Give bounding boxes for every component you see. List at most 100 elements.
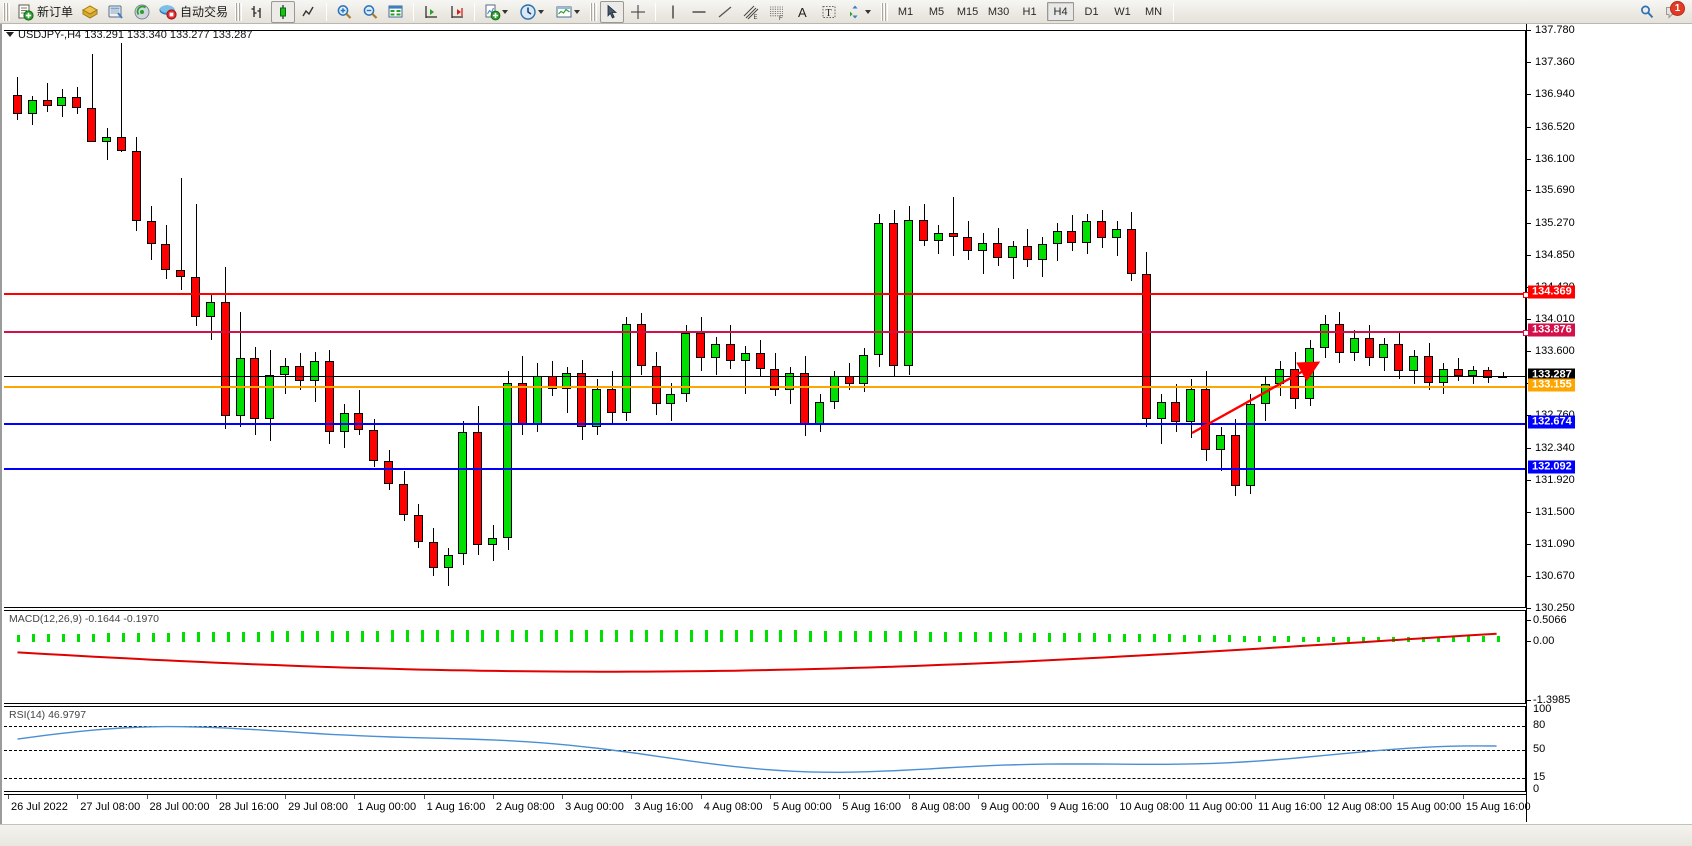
macd-histogram-bar: [869, 630, 872, 643]
macd-histogram-bar: [735, 630, 738, 643]
timeframe-h4-button[interactable]: H4: [1047, 2, 1075, 21]
cursor-button[interactable]: [600, 0, 625, 23]
toolbar-grip[interactable]: [3, 2, 10, 21]
timeframe-m1-button[interactable]: M1: [897, 5, 914, 18]
shift-start-button[interactable]: [419, 1, 443, 23]
indicators-dropdown-caret[interactable]: [502, 9, 509, 14]
candle-bullish: [1112, 229, 1122, 239]
macd-histogram-bar: [570, 629, 573, 643]
candle-bearish: [548, 376, 558, 389]
macd-histogram-bar: [271, 631, 274, 643]
candle-bearish: [399, 483, 409, 515]
macd-tick-label: -1.3985: [1533, 694, 1571, 706]
bar-chart-icon: [248, 3, 266, 21]
vline-button[interactable]: [661, 1, 685, 23]
macd-histogram-bar: [137, 632, 140, 643]
label-button[interactable]: T: [817, 1, 841, 23]
price-line-support-1[interactable]: [4, 422, 1525, 425]
candle-bearish: [1335, 324, 1345, 354]
price-scale[interactable]: 137.780 137.360 136.940 136.520 136.100 135.6…: [1526, 24, 1692, 822]
signals-button[interactable]: [130, 1, 154, 23]
objects-dropdown-caret[interactable]: [865, 9, 872, 14]
terminal-button[interactable]: [104, 1, 128, 23]
price-pane[interactable]: [4, 30, 1529, 608]
candle-bearish: [993, 242, 1003, 259]
candle-bullish: [1468, 370, 1478, 376]
macd-histogram-bar: [1302, 636, 1305, 643]
bar-chart-button[interactable]: [245, 1, 269, 23]
timeframe-h1-button[interactable]: H1: [1022, 5, 1037, 18]
hline-button[interactable]: [687, 1, 711, 23]
period-dropdown-caret[interactable]: [538, 9, 545, 14]
equidistant-channel-button[interactable]: E: [739, 1, 763, 23]
objects-button[interactable]: [843, 1, 877, 23]
zoom-in-button[interactable]: [332, 1, 356, 23]
timeframe-m30-button[interactable]: M30: [987, 5, 1010, 18]
crosshair-button[interactable]: [626, 1, 650, 23]
time-tick-label: 26 Jul 2022: [11, 801, 68, 813]
price-line-resistance-1[interactable]: [4, 291, 1529, 298]
price-line-pivot[interactable]: [4, 386, 1525, 388]
price-line-support-2[interactable]: [4, 467, 1525, 470]
notification-button[interactable]: 1: [1661, 0, 1685, 23]
candle-bullish: [28, 100, 38, 114]
time-tick: [146, 795, 148, 799]
macd-histogram-bar: [1033, 632, 1036, 643]
timeframe-d1-button[interactable]: D1: [1084, 5, 1099, 18]
zoom-out-button[interactable]: [358, 1, 382, 23]
wallet-button[interactable]: [78, 1, 102, 23]
trendline-button[interactable]: [713, 1, 737, 23]
candlestick-button[interactable]: [271, 0, 296, 23]
draw-tools-grip[interactable]: [590, 2, 598, 21]
timeframe-mn-button[interactable]: MN: [1144, 5, 1163, 18]
price-tick: [1527, 319, 1531, 321]
new-order-button[interactable]: 新订单: [13, 1, 76, 23]
price-line-resistance-2[interactable]: [4, 329, 1529, 336]
candle-bullish: [785, 373, 795, 391]
macd-histogram-bar: [316, 631, 319, 643]
timeframe-m5-button[interactable]: M5: [928, 5, 945, 18]
data-window-button[interactable]: [384, 1, 408, 23]
text-button[interactable]: A: [791, 1, 815, 23]
text-icon: A: [794, 3, 812, 21]
time-axis[interactable]: 26 Jul 2022 27 Jul 08:00 28 Jul 00:00 28 Ju…: [4, 794, 1531, 820]
auto-trading-button[interactable]: 自动交易: [156, 1, 231, 23]
chart-tools-grip[interactable]: [235, 2, 243, 21]
rsi-tick-label: 100: [1533, 703, 1552, 715]
search-button[interactable]: [1635, 1, 1659, 23]
candle-bullish: [874, 222, 884, 355]
macd-histogram-bar: [899, 631, 902, 643]
fibonacci-button[interactable]: F: [765, 1, 789, 23]
timeframe-m15-button[interactable]: M15: [956, 5, 979, 18]
macd-histogram-bar: [1123, 633, 1126, 643]
rsi-pane[interactable]: RSI(14) 46.9797: [4, 706, 1526, 792]
candle-bullish: [934, 232, 944, 241]
timeframe-w1-button[interactable]: W1: [1114, 5, 1131, 18]
period-button[interactable]: [516, 1, 550, 23]
macd-pane[interactable]: MACD(12,26,9) -0.1644 -0.1970: [4, 610, 1526, 704]
macd-histogram-bar: [690, 629, 693, 643]
macd-histogram-bar: [1019, 632, 1022, 643]
templates-dropdown-caret[interactable]: [574, 9, 581, 14]
svg-text:F: F: [779, 16, 783, 21]
macd-tick: [1527, 700, 1531, 701]
chart-window: USDJPY-,H4 133.291 133.340 133.277 133.2…: [0, 24, 1692, 846]
line-chart-button[interactable]: [297, 1, 321, 23]
price-tick-label: 136.100: [1535, 152, 1575, 165]
time-tick-label: 11 Aug 16:00: [1257, 801, 1322, 813]
chart-collapse-icon[interactable]: [6, 32, 14, 37]
toolbar-separator-5: [1173, 2, 1175, 21]
shift-end-button[interactable]: [445, 1, 469, 23]
rsi-guide-50: [4, 750, 1525, 751]
macd-histogram-bar: [1273, 636, 1276, 643]
fibonacci-icon: F: [768, 3, 786, 21]
timeframes-grip[interactable]: [881, 2, 889, 21]
templates-button[interactable]: [552, 1, 586, 23]
macd-histogram-bar: [1347, 637, 1350, 643]
macd-histogram-bar: [17, 634, 20, 643]
price-line-current-price[interactable]: [4, 375, 1525, 377]
candle-bearish: [1454, 368, 1464, 376]
macd-histogram-bar: [466, 630, 469, 643]
indicators-button[interactable]: [480, 1, 514, 23]
notification-badge: 1: [1670, 0, 1685, 16]
